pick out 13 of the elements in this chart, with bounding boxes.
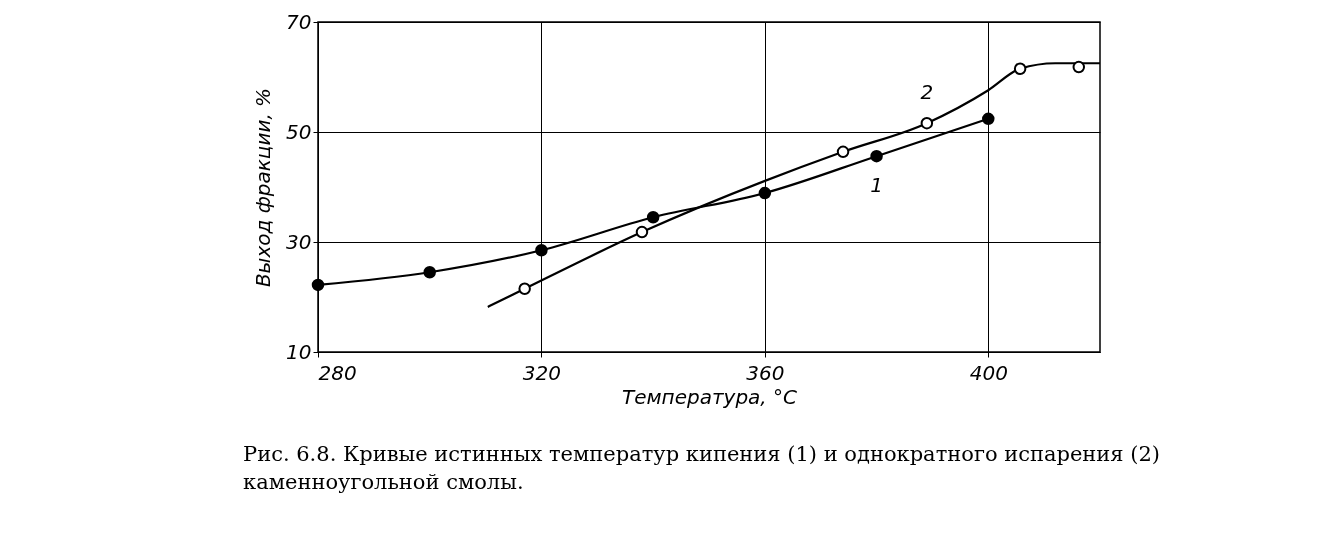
series-label: 2 (920, 80, 934, 105)
series-label: 1 (870, 173, 883, 198)
x-axis-title: Температура, °C (621, 384, 798, 409)
x-tick-label: 320 (522, 360, 562, 385)
y-tick-label: 10 (286, 339, 312, 364)
y-tick-label: 70 (286, 9, 312, 34)
y-tick-label: 30 (286, 229, 312, 254)
x-tick-label: 360 (746, 360, 785, 385)
y-axis-title: Выход фракции, % (251, 87, 276, 288)
text: Рис. 6.8. Кривые истинных температур кипения (1) и однократного испарения (2) каменноугольной смолы. (243, 442, 1161, 494)
x-tick-label: 400 (969, 360, 1008, 385)
x-tick-label: 280 (318, 360, 357, 385)
y-tick-label: 50 (286, 119, 312, 144)
